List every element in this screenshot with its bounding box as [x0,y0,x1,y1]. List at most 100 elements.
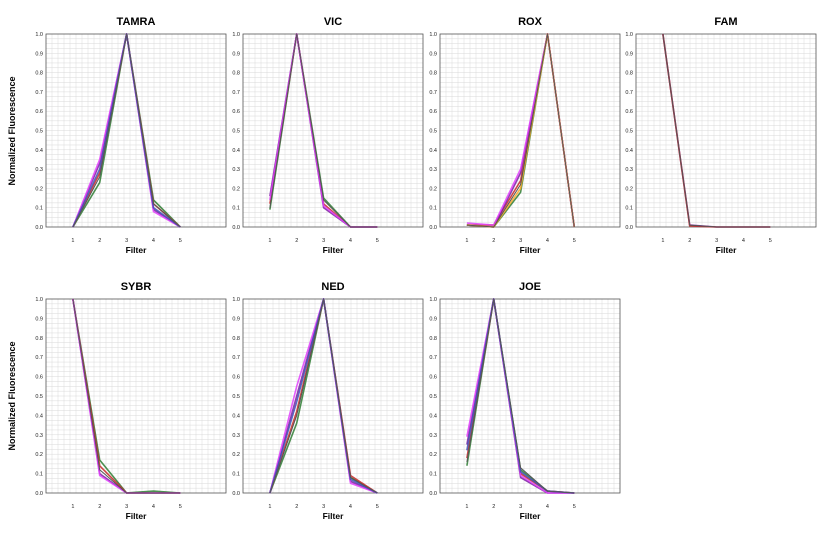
series-line [466,33,575,228]
y-tick-label: 0.4 [232,148,240,154]
y-tick-label: 0.0 [232,225,240,231]
plot-frame [45,33,227,228]
x-tick-label: 5 [573,504,576,510]
y-tick-label: 0.6 [232,109,240,115]
y-tick-label: 0.7 [625,90,633,96]
x-axis-label: Filter [716,245,737,255]
y-tick-label: 0.7 [232,90,240,96]
series-line [72,33,181,228]
y-tick-label: 0.6 [625,109,633,115]
y-tick-label: 0.8 [429,71,437,77]
y-tick-label: 0.4 [429,148,437,154]
y-tick-label: 1.0 [429,32,437,38]
chart-sybr: SYBR 0.0 0.1 0.2 0.3 0.4 0.5 0.6 0.7 0.8 0.9 1.0 1 2 3… [35,281,227,521]
y-tick-label: 1.0 [232,297,240,303]
y-tick-label: 0.7 [429,90,437,96]
chart-tamra: TAMRA 0.0 0.1 0.2 0.3 0.4 0.5 0.6 0.7 0.8 0.9 1.0 1 2… [35,16,227,255]
y-tick-label: 0.6 [429,375,437,381]
x-tick-label: 5 [376,238,379,244]
y-tick-label: 0.0 [429,491,437,497]
y-tick-label: 0.4 [35,413,43,419]
y-tick-label: 0.3 [625,167,633,173]
x-axis-label: Filter [126,511,147,521]
y-tick-label: 0.9 [232,51,240,57]
y-tick-label: 0.8 [232,336,240,342]
y-tick-label: 0.2 [429,452,437,458]
x-tick-label: 1 [661,238,664,244]
y-tick-label: 0.3 [429,433,437,439]
series-line [72,298,181,494]
y-tick-label: 0.5 [429,394,437,400]
x-axis-label: Filter [126,245,147,255]
x-tick-label: 2 [295,238,298,244]
x-tick-label: 5 [179,238,182,244]
x-axis-label: Filter [323,511,344,521]
y-tick-label: 0.4 [232,413,240,419]
x-tick-label: 1 [465,238,468,244]
y-tick-label: 0.5 [35,129,43,135]
y-tick-label: 0.6 [35,375,43,381]
x-tick-label: 2 [492,238,495,244]
y-tick-label: 0.8 [35,336,43,342]
y-tick-label: 0.8 [35,71,43,77]
x-tick-label: 3 [322,504,325,510]
x-tick-label: 5 [573,238,576,244]
y-tick-label: 0.1 [429,206,437,212]
x-tick-label: 1 [71,504,74,510]
y-tick-label: 0.0 [35,225,43,231]
chart-title: TAMRA [117,16,156,28]
y-tick-label: 0.9 [232,316,240,322]
x-tick-label: 2 [295,504,298,510]
y-tick-label: 0.0 [429,225,437,231]
y-tick-label: 0.1 [232,206,240,212]
y-tick-label: 0.7 [429,355,437,361]
y-tick-label: 0.2 [232,452,240,458]
y-tick-label: 0.2 [232,186,240,192]
x-tick-label: 2 [98,238,101,244]
x-tick-label: 4 [546,504,549,510]
y-tick-label: 0.6 [232,375,240,381]
x-tick-label: 1 [268,504,271,510]
y-tick-label: 0.1 [35,472,43,478]
x-tick-label: 4 [546,238,549,244]
y-tick-label: 0.2 [625,186,633,192]
x-tick-label: 5 [769,238,772,244]
y-tick-label: 0.0 [232,491,240,497]
chart-joe: JOE 0.0 0.1 0.2 0.3 0.4 0.5 0.6 0.7 0.8 0.9 1.0 1 2 3 4… [429,281,621,521]
y-tick-label: 0.0 [625,225,633,231]
y-tick-label: 0.1 [429,472,437,478]
chart-title: JOE [519,281,541,293]
chart-title: ROX [518,16,543,28]
y-tick-label: 0.3 [35,433,43,439]
x-tick-label: 2 [688,238,691,244]
y-tick-label: 0.3 [429,167,437,173]
y-tick-label: 0.8 [625,71,633,77]
x-tick-label: 3 [322,238,325,244]
y-tick-label: 0.5 [625,129,633,135]
plot-frame [439,33,621,228]
y-tick-label: 1.0 [429,297,437,303]
y-tick-label: 1.0 [35,297,43,303]
y-tick-label: 0.3 [232,167,240,173]
y-tick-label: 0.2 [429,186,437,192]
plot-frame [242,298,424,494]
chart-rox: ROX 0.0 0.1 0.2 0.3 0.4 0.5 0.6 0.7 0.8 0.9 1.0 1 2 3 4… [429,16,621,255]
y-tick-label: 0.0 [35,491,43,497]
x-tick-label: 4 [349,504,352,510]
y-tick-label: 0.3 [232,433,240,439]
y-tick-label: 0.2 [35,186,43,192]
y-tick-label: 0.5 [429,129,437,135]
y-tick-label: 0.1 [232,472,240,478]
x-tick-label: 2 [98,504,101,510]
x-tick-label: 2 [492,504,495,510]
series-line [662,33,771,228]
y-tick-label: 1.0 [625,32,633,38]
y-tick-label: 0.6 [429,109,437,115]
x-tick-label: 1 [71,238,74,244]
y-tick-label: 0.4 [35,148,43,154]
y-tick-label: 0.6 [35,109,43,115]
y-tick-label: 0.5 [232,129,240,135]
y-tick-label: 0.9 [625,51,633,57]
plot-frame [242,33,424,228]
